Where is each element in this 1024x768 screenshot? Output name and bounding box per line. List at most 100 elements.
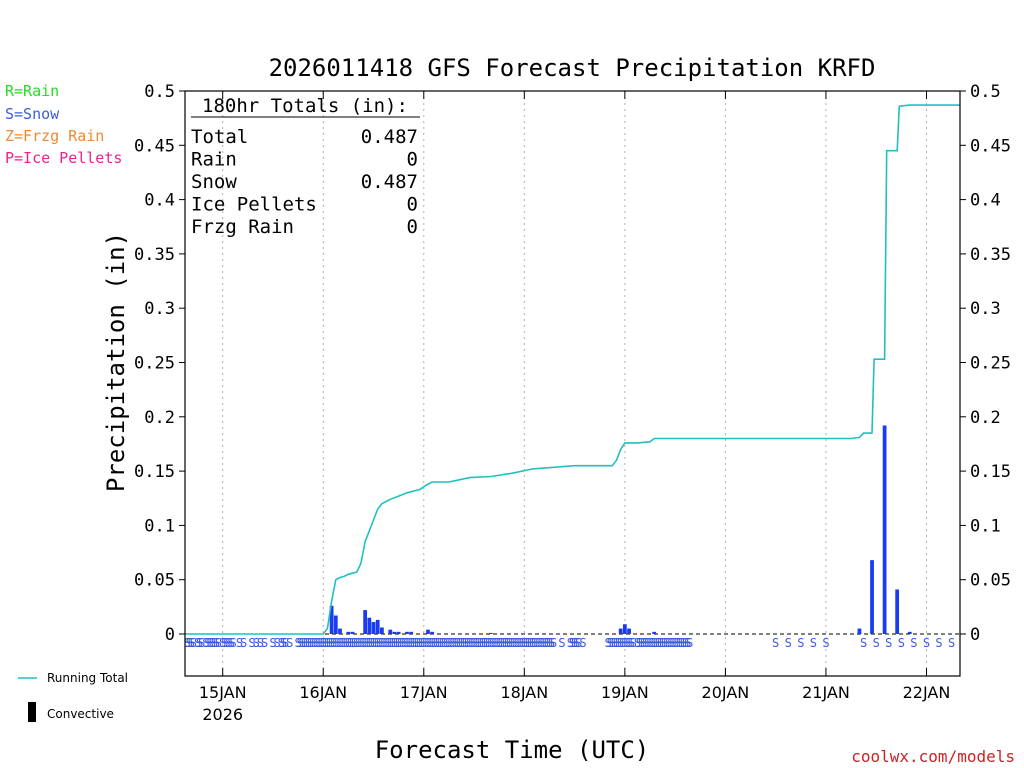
y-tick-label-right: 0.25 [970, 354, 1011, 374]
ptype-symbol: S [385, 636, 392, 650]
ptype-symbol: S [466, 636, 473, 650]
ptype-symbol: S [204, 636, 211, 650]
ptype-symbol: S [638, 636, 645, 650]
y-tick-label-right: 0.1 [970, 516, 1001, 536]
ptype-symbol: S [630, 636, 637, 650]
ptype-symbol: S [345, 636, 352, 650]
ptype-symbol: S [523, 636, 530, 650]
ptype-symbol: S [669, 636, 676, 650]
ptype-symbol: S [362, 636, 369, 650]
ptype-symbol: S [672, 636, 679, 650]
ptype-symbol: S [651, 636, 658, 650]
ptype-symbol: S [225, 636, 232, 650]
ptype-symbol: S [462, 636, 469, 650]
x-tick-label: 15JAN [199, 683, 247, 702]
totals-label: Snow [191, 171, 237, 193]
ptype-symbol: S [514, 636, 521, 650]
ptype-symbol: S [433, 636, 440, 650]
ptype-symbol: S [406, 636, 413, 650]
ptype-symbol: S [510, 636, 517, 650]
ptype-symbol: S [183, 636, 190, 650]
ptype-symbol: S [303, 636, 310, 650]
ptype-symbol: S [215, 636, 222, 650]
legend-snow: S=Snow [5, 105, 60, 123]
ptype-symbol: S [454, 636, 461, 650]
ptype-symbol: S [491, 636, 498, 650]
ptype-symbol: S [468, 636, 475, 650]
precip-bar [333, 615, 338, 634]
ptype-symbol: S [307, 636, 314, 650]
ptype-symbol: S [211, 636, 218, 650]
legend-convective-swatch [28, 702, 36, 722]
ptype-symbol: S [542, 636, 549, 650]
ptype-symbol: S [517, 636, 524, 650]
running-total-layer [185, 104, 960, 635]
ptype-symbol: S [397, 636, 404, 650]
x-tick-label: 18JAN [500, 683, 548, 702]
ptype-symbol: S [196, 636, 203, 650]
ptype-symbol: S [269, 636, 276, 650]
ptype-symbol: S [621, 636, 628, 650]
ptype-symbol: S [502, 636, 509, 650]
ptype-symbol: S [456, 636, 463, 650]
ptype-symbol: S [230, 636, 237, 650]
ptype-symbol: S [426, 636, 433, 650]
ptype-symbol: S [646, 636, 653, 650]
y-tick-label-left: 0 [165, 625, 175, 645]
y-tick-label-right: 0.3 [970, 299, 1001, 319]
ptype-symbol: S [667, 636, 674, 650]
ptype-symbol: S [567, 636, 574, 650]
ptype-symbol: S [380, 636, 387, 650]
totals-header: 180hr Totals (in): [202, 95, 408, 117]
ptype-symbol: S [353, 636, 360, 650]
ptype-symbol: S [253, 636, 260, 650]
ptype-symbol: S [665, 636, 672, 650]
ptype-symbol: S [297, 636, 304, 650]
ptype-symbol: S [529, 636, 536, 650]
ptype-symbol: S [368, 636, 375, 650]
precip-bar [618, 628, 623, 634]
ptype-symbol: S [447, 636, 454, 650]
ptype-symbol: S [378, 636, 385, 650]
ptype-symbol: S [506, 636, 513, 650]
ptype-symbol: S [370, 636, 377, 650]
ptype-symbol: S [822, 636, 829, 650]
ptype-symbol: S [615, 636, 622, 650]
x-axis-label: Forecast Time (UTC) [375, 736, 650, 764]
ptype-symbol: S [500, 636, 507, 650]
y-tick-label-right: 0.15 [970, 462, 1011, 482]
ptype-symbol: S [219, 636, 226, 650]
ptype-symbol: S [810, 636, 817, 650]
ptype-symbol: S [873, 636, 880, 650]
y-tick-label-left: 0.35 [134, 245, 175, 265]
ptype-symbol: S [257, 636, 264, 650]
precip-bar [488, 632, 493, 634]
ptype-symbol: S [416, 636, 423, 650]
ptype-symbol: S [686, 636, 693, 650]
ptype-symbol: S [485, 636, 492, 650]
ptype-symbol: S [487, 636, 494, 650]
ptype-symbol: S [533, 636, 540, 650]
chart-title: 2026011418 GFS Forecast Precipitation KR… [269, 54, 876, 82]
ptype-symbol: S [294, 636, 301, 650]
x-tick-sublabel: 2026 [202, 705, 243, 724]
ptype-symbol: S [640, 636, 647, 650]
ptype-symbol: S [305, 636, 312, 650]
ptype-symbol: S [540, 636, 547, 650]
credit-link[interactable]: coolwx.com/models [851, 747, 1015, 766]
legend-ice-pellets: P=Ice Pellets [5, 149, 122, 167]
ptype-symbol: S [330, 636, 337, 650]
ptype-symbol: S [682, 636, 689, 650]
ptype-symbol: S [282, 636, 289, 650]
ptype-symbol: S [571, 636, 578, 650]
ptype-symbol: S [519, 636, 526, 650]
ptype-symbol: S [261, 636, 268, 650]
ptype-symbol: S [355, 636, 362, 650]
ptype-symbol: S [558, 636, 565, 650]
ptype-symbol: S [401, 636, 408, 650]
precip-bar [367, 617, 372, 634]
ptype-symbol: S [359, 636, 366, 650]
ptype-symbol: S [797, 636, 804, 650]
ptype-symbol: S [910, 636, 917, 650]
y-tick-label-left: 0.15 [134, 462, 175, 482]
